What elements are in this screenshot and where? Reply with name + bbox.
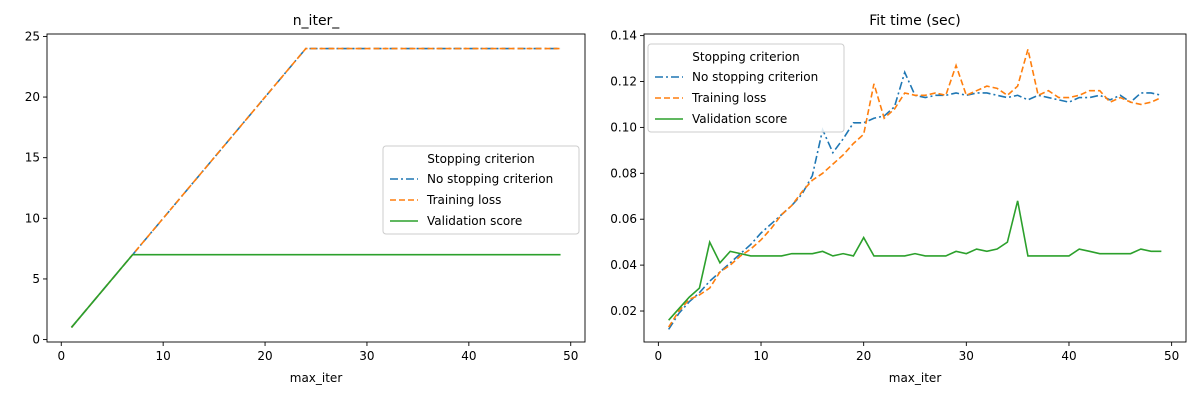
x-tick-label: 50 bbox=[1164, 349, 1179, 363]
x-axis-label: max_iter bbox=[889, 371, 942, 385]
legend: Stopping criterion No stopping criterion T… bbox=[382, 145, 580, 235]
x-tick-label: 50 bbox=[563, 349, 578, 363]
y-tick-label: 20 bbox=[25, 90, 40, 104]
legend-entry: No stopping criterion bbox=[427, 172, 553, 186]
plot-area: 0 10 20 30 40 50 0 5 10 15 20 25 Stopping criterion N… bbox=[25, 29, 586, 363]
chart-fit-time: Fit time (sec) max_iter 0 10 20 30 40 500.020… bbox=[610, 13, 1187, 385]
x-tick-label: 40 bbox=[461, 349, 476, 363]
x-tick-label: 10 bbox=[156, 349, 171, 363]
axes-frame bbox=[46, 33, 586, 343]
x-tick-label: 0 bbox=[655, 349, 663, 363]
x-tick-label: 20 bbox=[257, 349, 272, 363]
y-tick-label: 15 bbox=[25, 151, 40, 165]
chart-n-iter: n_iter_ max_iter 0 10 20 30 40 50 0 5 10 15 20 25 St… bbox=[25, 13, 586, 385]
legend-box bbox=[382, 145, 580, 235]
x-tick-label: 30 bbox=[959, 349, 974, 363]
x-tick-label: 40 bbox=[1061, 349, 1076, 363]
series-line-validation-score bbox=[70, 253, 561, 328]
y-tick-label: 25 bbox=[25, 29, 40, 43]
legend-entry: No stopping criterion bbox=[692, 70, 818, 84]
y-tick-label: 10 bbox=[25, 211, 40, 225]
plot-area: 0 10 20 30 40 50 0.02 0.04 0.06 0.08 0.10 0.12 0.14 S… bbox=[610, 29, 1187, 363]
series-line-training-loss bbox=[70, 47, 561, 328]
y-tick-label: 0.06 bbox=[610, 212, 637, 226]
y-tick-label: 0.10 bbox=[610, 120, 637, 134]
legend-entry: Validation score bbox=[692, 112, 787, 126]
x-tick-label: 30 bbox=[359, 349, 374, 363]
x-tick-label: 0 bbox=[57, 349, 65, 363]
x-tick-label: 10 bbox=[753, 349, 768, 363]
legend-box bbox=[647, 43, 845, 133]
legend-entry: Validation score bbox=[427, 214, 522, 228]
y-tick-label: 0.02 bbox=[610, 304, 637, 318]
y-tick-label: 0.08 bbox=[610, 166, 637, 180]
y-tick-label: 0 bbox=[32, 333, 40, 347]
x-tick-label: 20 bbox=[856, 349, 871, 363]
axes-frame bbox=[643, 33, 1187, 343]
legend: Stopping criterion No stopping criterion T… bbox=[647, 43, 845, 133]
series-line-validation-score bbox=[668, 200, 1162, 321]
y-tick-label: 0.04 bbox=[610, 258, 637, 272]
y-tick-label: 0.14 bbox=[610, 29, 637, 43]
legend-entry: Training loss bbox=[426, 193, 501, 207]
legend-entry: Training loss bbox=[691, 91, 766, 105]
series-line-training-loss bbox=[667, 49, 1162, 328]
legend-title: Stopping criterion bbox=[692, 50, 799, 64]
legend-title: Stopping criterion bbox=[427, 152, 534, 166]
chart-title: n_iter_ bbox=[293, 13, 341, 29]
x-axis-label: max_iter bbox=[290, 371, 343, 385]
chart-title: Fit time (sec) bbox=[869, 13, 960, 29]
y-tick-label: 5 bbox=[32, 272, 40, 286]
y-tick-label: 0.12 bbox=[610, 75, 637, 89]
